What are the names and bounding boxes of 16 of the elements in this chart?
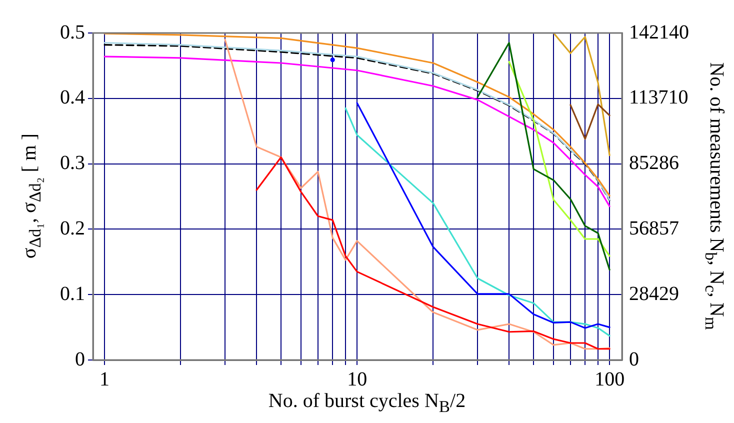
y-tick-label: 0.3 bbox=[60, 152, 85, 174]
y2-tick-label: 142140 bbox=[629, 21, 689, 44]
x-tick-label: 1 bbox=[100, 368, 110, 390]
y2-tick-label: 28429 bbox=[629, 282, 679, 305]
y2-tick-label: 113710 bbox=[629, 86, 688, 109]
y-tick-label: 0.2 bbox=[60, 217, 85, 240]
y-tick-label: 0.4 bbox=[60, 86, 85, 109]
y2-tick-label: 56857 bbox=[629, 217, 679, 240]
y-tick-label: 0.1 bbox=[60, 282, 85, 305]
x-axis-title: No. of burst cycles N$_{B}$/2 bbox=[267, 390, 467, 417]
x-tick-label: 10 bbox=[347, 368, 368, 390]
y-tick-label: 0.5 bbox=[60, 21, 85, 44]
y2-tick-label: 85286 bbox=[629, 152, 679, 174]
x-tick-label: 100 bbox=[594, 368, 625, 390]
y-tick-label: 0 bbox=[75, 348, 85, 370]
y2-tick-label: 0 bbox=[629, 348, 639, 370]
